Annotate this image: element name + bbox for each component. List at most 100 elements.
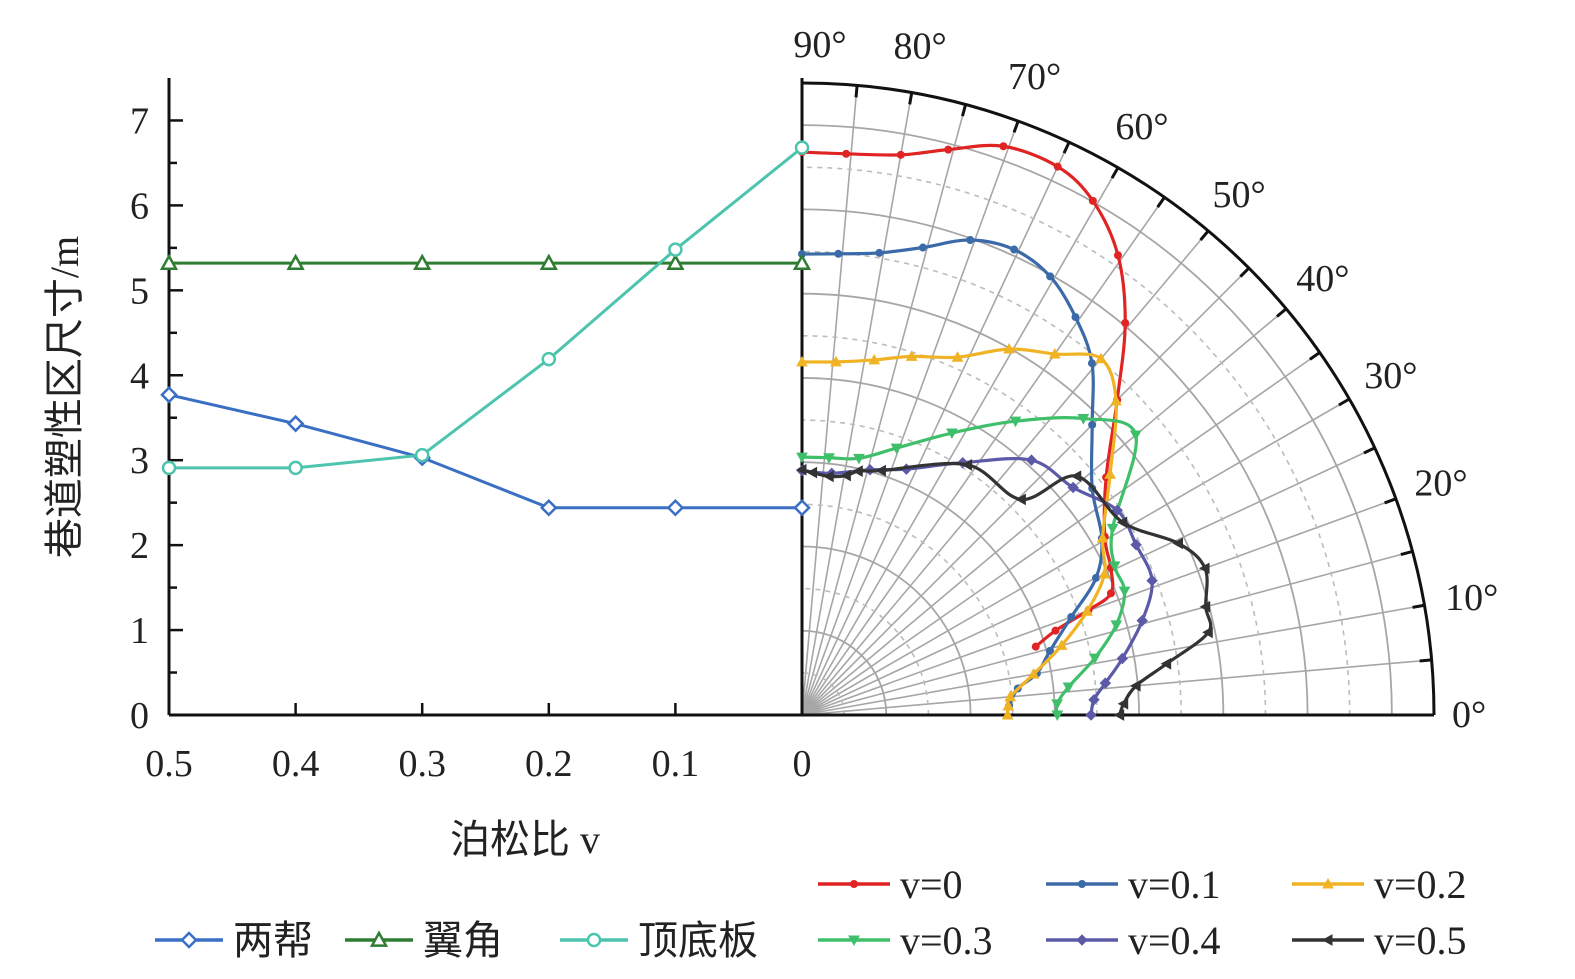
legend-label: 两帮 (233, 918, 313, 963)
polar-point (1098, 567, 1111, 579)
polar-arc-major (801, 208, 1309, 716)
polar-point (946, 428, 958, 440)
polar-point (1199, 600, 1211, 613)
legend-swatch-marker (1321, 934, 1333, 946)
polar-point (1092, 573, 1101, 582)
legend-item: 翼角 (345, 918, 503, 963)
polar-point (1110, 620, 1123, 631)
legend-label: v=0 (900, 862, 963, 907)
polar-point (1172, 537, 1183, 550)
polar-angle-labels: 0° 10° 20° 30° 40° 50° 60° 70° 80° 90° (793, 24, 1498, 736)
polar-point (1015, 493, 1026, 506)
x-tick-label: 0.2 (525, 743, 573, 785)
polar-point (1106, 589, 1115, 598)
y-axis-title: 巷道塑性区尺寸/m (42, 236, 87, 558)
polar-point (1129, 430, 1142, 441)
polar-point (1118, 586, 1131, 598)
y-tick-label: 1 (130, 610, 149, 652)
polar-arc-minor (801, 250, 1267, 716)
polar-series-5 (795, 458, 1213, 721)
left-point (159, 253, 179, 271)
polar-spoke (801, 550, 1413, 716)
polar-point (999, 142, 1008, 151)
polar-series-line (801, 416, 1138, 716)
legend-item: v=0 (818, 862, 963, 907)
polar-tick (1275, 307, 1288, 318)
polar-arc-minor (801, 166, 1351, 716)
polar-point (1001, 708, 1014, 720)
polar-arc-major (801, 377, 1140, 716)
polar-spoke (801, 604, 1425, 716)
left-axes: 0 1 2 3 4 5 6 7 0.5 0.4 0.3 0.2 0.1 0 (130, 78, 1434, 785)
polar-tick (1400, 549, 1413, 556)
polar-point (796, 355, 808, 367)
polar-tick (1338, 397, 1351, 407)
polar-spoke (801, 230, 1209, 716)
polar-point (890, 443, 903, 455)
legend-right: v=0 v=0.1 v=0.2 v=0.3 v=0.4 v=0.5 (818, 862, 1467, 963)
polar-spoke (801, 167, 1119, 716)
polar-point (1046, 272, 1055, 281)
polar-arc-minor (801, 587, 930, 716)
left-series-line (169, 146, 803, 470)
x-axis-title: 泊松比 v (450, 817, 600, 862)
polar-point (1004, 690, 1017, 702)
polar-point (1113, 251, 1122, 260)
polar-tick (1412, 603, 1425, 609)
polar-point (1027, 668, 1040, 679)
polar-point (1002, 699, 1015, 711)
polar-point (842, 149, 851, 158)
x-tick-label: 0.1 (652, 743, 700, 785)
polar-point (896, 150, 905, 159)
polar-tick (1239, 267, 1250, 278)
polar-tick (1363, 446, 1376, 455)
y-tick-label: 6 (130, 185, 149, 227)
polar-point (1081, 605, 1093, 616)
polar-spoke (801, 196, 1166, 716)
legend-item: 两帮 (155, 918, 313, 963)
polar-angle-label: 0° (1452, 694, 1486, 736)
polar-point (823, 470, 834, 483)
legend-label: v=0.2 (1374, 862, 1467, 907)
polar-spoke (801, 398, 1350, 716)
polar-series-1 (798, 235, 1106, 710)
polar-spoke (801, 104, 967, 716)
polar-series-3 (796, 414, 1142, 722)
legend-item: v=0.2 (1292, 862, 1467, 907)
legend-label: 翼角 (423, 918, 503, 963)
polar-point (795, 463, 807, 476)
polar-spoke (801, 85, 858, 716)
legend-item: 顶底板 (560, 918, 758, 963)
legend-swatch-marker (848, 935, 860, 947)
polar-tick (1062, 141, 1071, 154)
polar-point (918, 243, 927, 252)
polar-angle-label: 50° (1212, 174, 1265, 216)
polar-series (795, 142, 1213, 722)
left-point (539, 253, 558, 271)
legend-item: v=0.3 (818, 918, 993, 963)
legend-label: v=0.4 (1128, 918, 1221, 963)
polar-tick (908, 92, 914, 105)
polar-point (1053, 162, 1062, 171)
polar-series-line (801, 347, 1118, 716)
left-point (286, 253, 305, 271)
polar-point (1088, 653, 1101, 665)
polar-tick (1309, 351, 1321, 361)
polar-point (1010, 245, 1019, 254)
polar-tick (854, 85, 859, 98)
left-point (793, 498, 811, 517)
polar-angle-label: 60° (1115, 106, 1168, 148)
left-series-2 (161, 140, 810, 476)
polar-series-2 (796, 342, 1122, 720)
left-point (666, 253, 685, 271)
x-tick-label: 0.4 (272, 743, 320, 785)
polar-point (1088, 420, 1097, 429)
left-point (413, 253, 432, 271)
left-point (161, 460, 177, 476)
polar-arc-minor (801, 419, 1098, 716)
polar-point (966, 235, 975, 244)
legend-left: 两帮 翼角 顶底板 (155, 918, 758, 963)
polar-point (1106, 523, 1119, 535)
polar-spoke (801, 120, 1019, 716)
polar-angle-label: 10° (1445, 577, 1498, 619)
